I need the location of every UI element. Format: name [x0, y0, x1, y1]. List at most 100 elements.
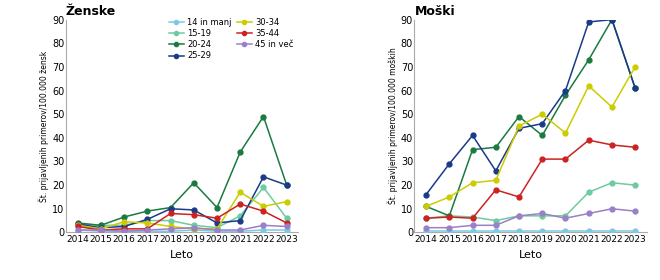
- 45 in več: [469, 224, 477, 227]
- 20-24: [259, 115, 267, 118]
- 25-29: [608, 18, 616, 21]
- 35-44: [539, 157, 546, 161]
- 25-29: [120, 225, 128, 228]
- 35-44: [422, 216, 430, 220]
- 15-19: [166, 219, 174, 222]
- 30-34: [562, 131, 570, 135]
- 30-34: [631, 65, 639, 69]
- 45 in več: [74, 228, 82, 232]
- 14 in manj: [446, 230, 453, 233]
- 20-24: [190, 181, 198, 185]
- 30-34: [492, 179, 500, 182]
- 25-29: [446, 162, 453, 165]
- 35-44: [515, 195, 523, 199]
- 20-24: [539, 134, 546, 137]
- 15-19: [562, 214, 570, 218]
- 14 in manj: [585, 230, 593, 233]
- 35-44: [236, 202, 244, 206]
- 15-19: [492, 219, 500, 222]
- 15-19: [143, 219, 151, 222]
- 15-19: [282, 216, 290, 220]
- 35-44: [469, 216, 477, 220]
- 35-44: [74, 225, 82, 228]
- 30-34: [166, 225, 174, 228]
- 35-44: [446, 215, 453, 219]
- 30-34: [120, 220, 128, 223]
- 20-24: [446, 214, 453, 218]
- 35-44: [631, 146, 639, 149]
- 30-34: [539, 113, 546, 116]
- Line: 14 in manj: 14 in manj: [424, 229, 638, 234]
- 14 in manj: [422, 230, 430, 233]
- 25-29: [166, 207, 174, 211]
- Line: 30-34: 30-34: [75, 190, 289, 231]
- 30-34: [608, 105, 616, 109]
- Line: 30-34: 30-34: [424, 64, 638, 209]
- 30-34: [97, 227, 105, 230]
- 45 in več: [120, 230, 128, 233]
- 45 in več: [539, 212, 546, 215]
- 14 in manj: [631, 230, 639, 233]
- 30-34: [282, 200, 290, 203]
- 30-34: [143, 221, 151, 225]
- 15-19: [120, 224, 128, 227]
- 15-19: [631, 183, 639, 187]
- 25-29: [585, 20, 593, 24]
- 15-19: [259, 186, 267, 189]
- 14 in manj: [539, 230, 546, 233]
- X-axis label: Leto: Leto: [170, 250, 194, 260]
- 20-24: [143, 209, 151, 213]
- 15-19: [515, 214, 523, 218]
- 15-19: [422, 216, 430, 220]
- 25-29: [190, 208, 198, 212]
- 15-19: [585, 190, 593, 194]
- 15-19: [469, 215, 477, 219]
- 25-29: [515, 127, 523, 130]
- 14 in manj: [608, 230, 616, 233]
- 15-19: [446, 214, 453, 218]
- 25-29: [422, 193, 430, 196]
- 15-19: [236, 214, 244, 218]
- Legend: 14 in manj, 15-19, 20-24, 25-29, 30-34, 35-44, 45 in več: 14 in manj, 15-19, 20-24, 25-29, 30-34, …: [168, 17, 294, 61]
- 35-44: [213, 216, 221, 220]
- 45 in več: [515, 214, 523, 218]
- 45 in več: [422, 226, 430, 229]
- 30-34: [515, 124, 523, 128]
- 30-34: [469, 181, 477, 185]
- 20-24: [166, 206, 174, 209]
- 35-44: [190, 213, 198, 216]
- 25-29: [539, 122, 546, 125]
- 35-44: [608, 143, 616, 147]
- 14 in manj: [190, 228, 198, 232]
- 45 in več: [166, 227, 174, 230]
- 30-34: [190, 227, 198, 230]
- 45 in več: [608, 207, 616, 211]
- 14 in manj: [236, 230, 244, 233]
- 45 in več: [631, 209, 639, 213]
- 35-44: [259, 209, 267, 213]
- Line: 20-24: 20-24: [424, 17, 638, 218]
- 25-29: [631, 87, 639, 90]
- Line: 25-29: 25-29: [424, 17, 638, 197]
- Line: 15-19: 15-19: [424, 180, 638, 223]
- 30-34: [585, 84, 593, 87]
- 20-24: [515, 115, 523, 118]
- 35-44: [585, 139, 593, 142]
- 14 in manj: [515, 230, 523, 233]
- 45 in več: [190, 226, 198, 229]
- 14 in manj: [259, 228, 267, 232]
- 25-29: [282, 183, 290, 187]
- 30-34: [74, 224, 82, 227]
- 45 in več: [562, 216, 570, 220]
- 45 in več: [492, 224, 500, 227]
- 30-34: [236, 190, 244, 194]
- 14 in manj: [97, 230, 105, 233]
- 15-19: [539, 214, 546, 218]
- 20-24: [213, 206, 221, 209]
- 14 in manj: [282, 228, 290, 232]
- 35-44: [562, 157, 570, 161]
- 20-24: [469, 148, 477, 151]
- 20-24: [74, 221, 82, 225]
- 14 in manj: [469, 230, 477, 233]
- 30-34: [213, 227, 221, 230]
